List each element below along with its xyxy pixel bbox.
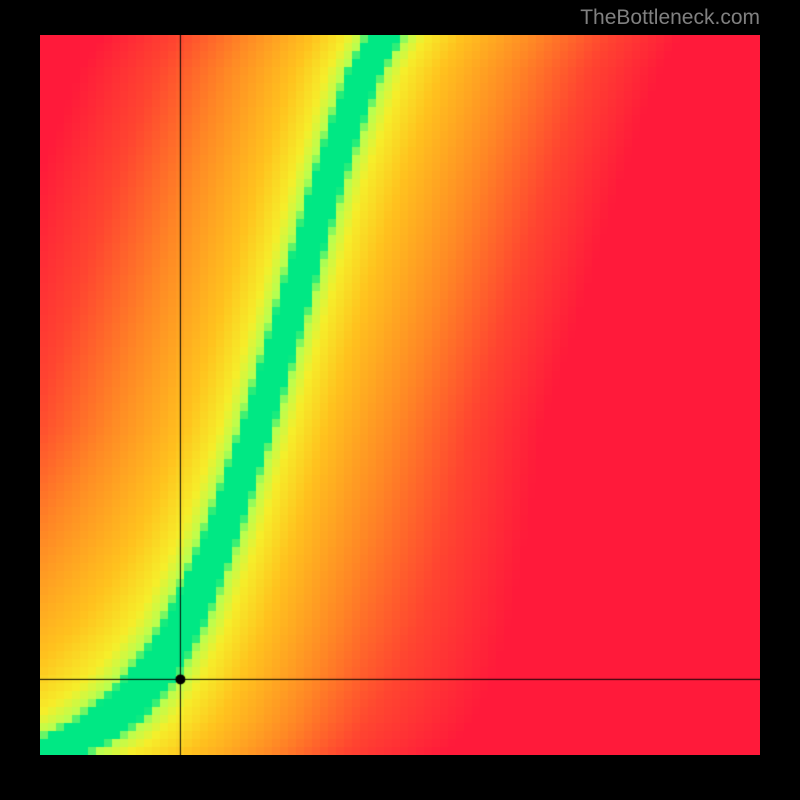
heatmap-plot [40, 35, 760, 755]
watermark-text: TheBottleneck.com [580, 6, 760, 30]
heatmap-canvas [40, 35, 760, 755]
